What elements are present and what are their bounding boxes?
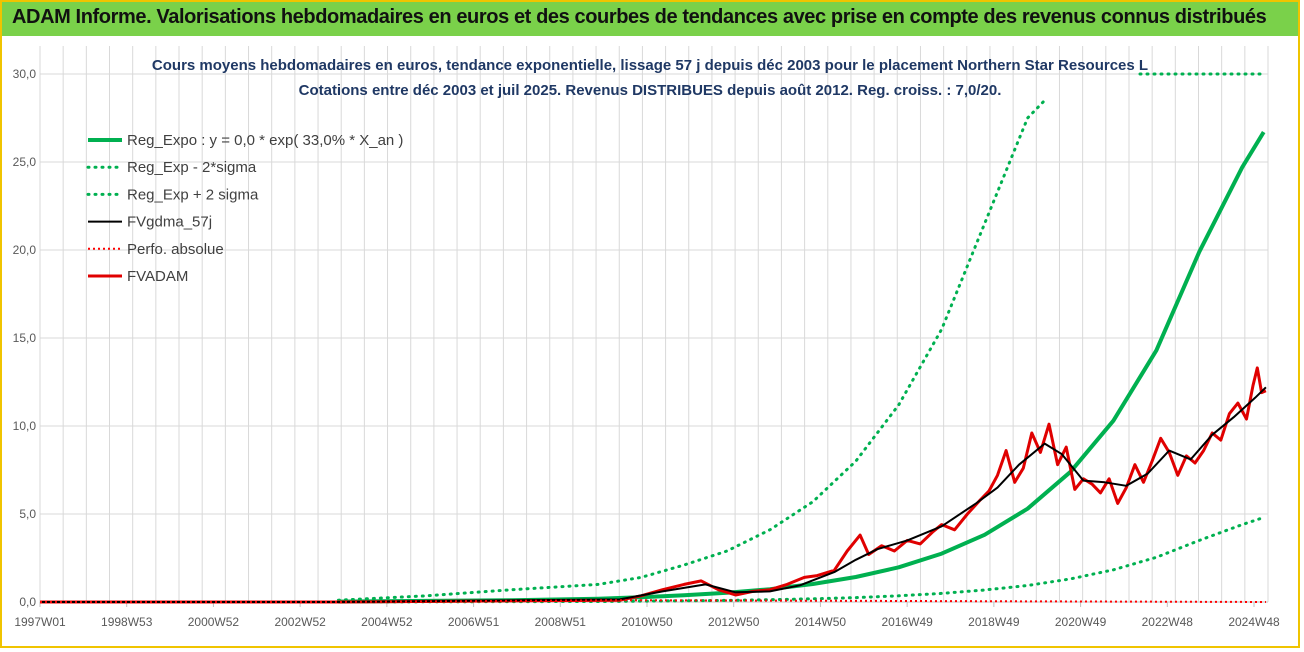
legend-label: Reg_Exp + 2 sigma bbox=[127, 186, 259, 203]
x-tick-label: 2002W52 bbox=[274, 615, 326, 629]
legend-label: FVADAM bbox=[127, 268, 188, 285]
x-tick-label: 2012W50 bbox=[708, 615, 760, 629]
chart-legend: Reg_Expo : y = 0,0 * exp( 33,0% * X_an )… bbox=[86, 132, 403, 285]
x-tick-label: 1998W53 bbox=[101, 615, 153, 629]
legend-label: Perfo. absolue bbox=[127, 241, 224, 258]
y-tick-label: 15,0 bbox=[13, 331, 37, 345]
x-tick-label: 2022W48 bbox=[1142, 615, 1194, 629]
x-tick-label: 2008W51 bbox=[535, 615, 587, 629]
x-tick-label: 2024W48 bbox=[1228, 615, 1280, 629]
header-banner: ADAM Informe. Valorisations hebdomadaire… bbox=[2, 2, 1298, 36]
series-line-5 bbox=[40, 366, 1267, 604]
y-tick-label: 20,0 bbox=[13, 243, 37, 257]
y-tick-label: 5,0 bbox=[19, 507, 36, 521]
y-tick-label: 10,0 bbox=[13, 419, 37, 433]
y-tick-label: 30,0 bbox=[13, 67, 37, 81]
legend-label: Reg_Expo : y = 0,0 * exp( 33,0% * X_an ) bbox=[127, 132, 403, 149]
x-tick-label: 2006W51 bbox=[448, 615, 500, 629]
chart-title-line2: Cotations entre déc 2003 et juil 2025. R… bbox=[299, 82, 1002, 99]
legend-label: Reg_Exp - 2*sigma bbox=[127, 159, 257, 176]
y-tick-label: 25,0 bbox=[13, 155, 37, 169]
x-tick-label: 2018W49 bbox=[968, 615, 1020, 629]
x-tick-label: 2000W52 bbox=[188, 615, 240, 629]
banner-title: ADAM Informe. Valorisations hebdomadaire… bbox=[12, 6, 1267, 28]
x-tick-label: 2010W50 bbox=[621, 615, 673, 629]
legend-label: FVgdma_57j bbox=[127, 214, 212, 231]
x-tick-label: 2004W52 bbox=[361, 615, 413, 629]
y-tick-label: 0,0 bbox=[19, 595, 36, 609]
series-line-3 bbox=[40, 386, 1267, 603]
series-line-0 bbox=[338, 131, 1266, 604]
data-series bbox=[40, 72, 1267, 604]
x-axis-ticks: 1997W01 1998W53 2000W52 2002W52 2004W52 2006W… bbox=[14, 602, 1280, 629]
grid-lines bbox=[39, 46, 1269, 603]
chart-title-line1: Cours moyens hebdomadaires en euros, ten… bbox=[152, 57, 1148, 74]
y-axis-ticks: 0,0 5,0 10,0 15,0 20,0 25,0 30,0 bbox=[13, 67, 37, 609]
series-line-1 bbox=[336, 516, 1266, 604]
x-tick-label: 1997W01 bbox=[14, 615, 66, 629]
x-tick-label: 2020W49 bbox=[1055, 615, 1107, 629]
x-tick-label: 2014W50 bbox=[795, 615, 847, 629]
x-tick-label: 2016W49 bbox=[881, 615, 933, 629]
series-line-2 bbox=[336, 98, 1047, 602]
